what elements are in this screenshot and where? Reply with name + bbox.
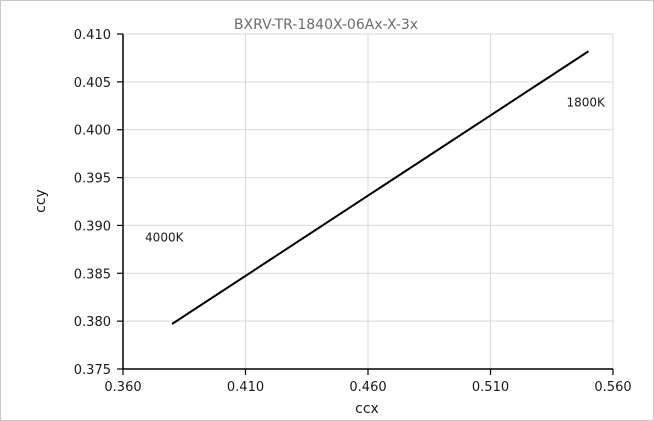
series-line <box>171 50 590 325</box>
gridlines <box>123 33 614 369</box>
x-tick-label: 0.460 <box>349 380 386 395</box>
annotation-label: 4000K <box>145 231 185 245</box>
x-tick-label: 0.510 <box>472 380 509 395</box>
y-tick-label: 0.410 <box>74 28 111 43</box>
y-tick-label: 0.385 <box>74 267 111 282</box>
y-tick-label: 0.390 <box>74 219 111 234</box>
x-tick-label: 0.410 <box>227 380 264 395</box>
x-tick-label: 0.560 <box>594 380 631 395</box>
y-tick-label: 0.380 <box>74 315 111 330</box>
y-tick-label: 0.395 <box>74 172 111 187</box>
y-tick-label: 0.400 <box>74 124 111 139</box>
series <box>171 50 590 325</box>
y-axis-title: ccy <box>33 189 49 213</box>
ticks: 0.360 0.410 0.460 0.510 0.560 0.375 0.380 0.385… <box>74 28 632 395</box>
x-axis-title: ccx <box>355 401 379 417</box>
chart-title: BXRV-TR-1840X-06Ax-X-3x <box>234 17 418 33</box>
y-tick-label: 0.375 <box>74 363 111 378</box>
annotation-label: 1800K <box>566 96 606 110</box>
annotations: 1800K 4000K <box>145 96 606 245</box>
x-tick-label: 0.360 <box>104 380 141 395</box>
y-tick-label: 0.405 <box>74 76 111 91</box>
